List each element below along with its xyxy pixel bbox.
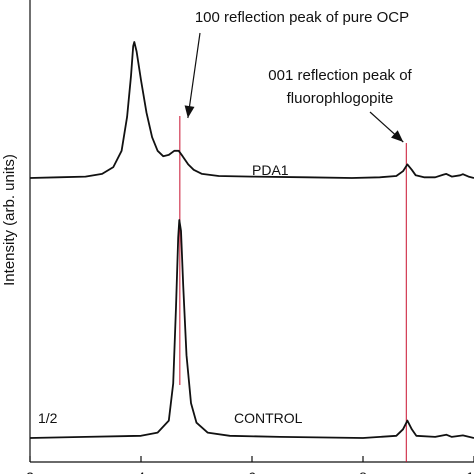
reference-lines (179, 116, 407, 462)
annotation-arrow-head (184, 105, 195, 118)
x-tick-label: 2 (26, 469, 34, 474)
annotation-text: 100 reflection peak of pure OCP (195, 9, 409, 26)
series-line-control (29, 219, 474, 439)
diffraction-curves (29, 41, 474, 439)
annotation-arrow-head (391, 130, 404, 142)
scale-factor-label: 1/2 (38, 410, 58, 426)
annotation-arrow-line (187, 32, 201, 119)
x-tick-label: 4 (137, 469, 145, 474)
series-line-pda1 (29, 41, 474, 179)
series-label-control: CONTROL (234, 410, 303, 426)
series-label-pda1: PDA1 (252, 162, 289, 178)
x-ticks: 2 4 6 8 10 (26, 456, 474, 474)
annotation-text: 001 reflection peak of (268, 67, 412, 84)
annotation-text: fluorophlogopite (287, 90, 394, 107)
x-tick-label: 8 (359, 469, 367, 474)
y-axis-label: Intensity (arb. units) (1, 154, 18, 286)
x-tick-label: 6 (248, 469, 256, 474)
annotations: 100 reflection peak of pure OCP 001 refle… (184, 9, 413, 143)
x-tick-label: 10 (466, 469, 474, 474)
